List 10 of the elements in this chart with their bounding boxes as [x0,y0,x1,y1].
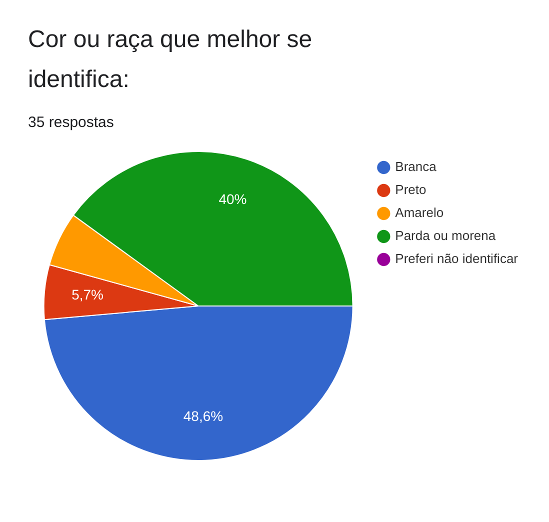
legend-label: Amarelo [395,205,444,220]
chart-title: Cor ou raça que melhor se identifica: [28,25,314,95]
data-label: 5,7% [72,286,104,303]
legend-label: Preto [395,182,426,198]
legend-label: Parda ou morena [395,228,496,244]
chart-subtitle: 35 respostas [28,114,115,131]
legend-label: Preferi não identificar [395,251,519,266]
data-label: 48,6% [183,408,224,424]
legend-label: Branca [395,159,438,174]
data-label: 40% [218,191,247,208]
